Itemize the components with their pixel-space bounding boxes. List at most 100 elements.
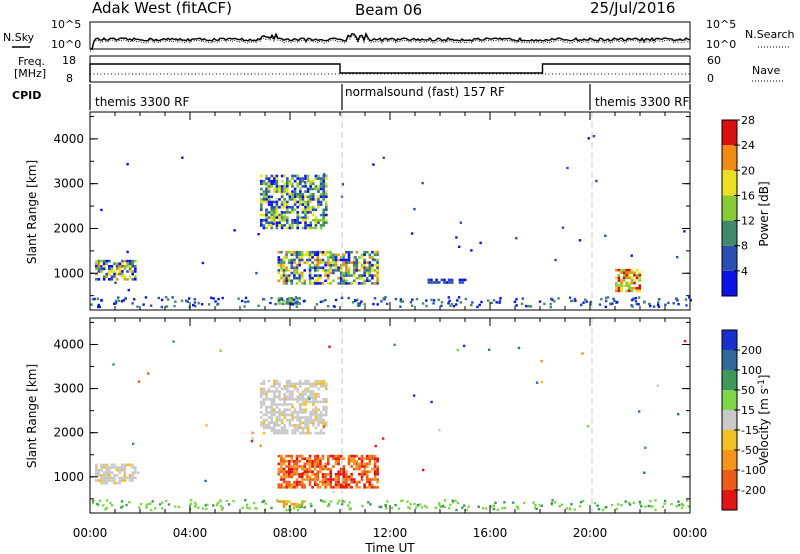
heatmap-cell (319, 486, 322, 489)
heatmap-cell (316, 250, 320, 254)
heatmap-cell (270, 208, 273, 212)
colorbar-swatch (722, 470, 737, 490)
heatmap-cell (627, 501, 631, 505)
heatmap-cell (319, 382, 323, 385)
heatmap-cell (363, 263, 366, 267)
heatmap-cell (409, 301, 413, 304)
heatmap-cell (324, 473, 327, 476)
heatmap-cell (216, 501, 219, 505)
heatmap-cell (286, 300, 289, 303)
heatmap-cell (108, 272, 111, 276)
heatmap-cell (295, 454, 299, 458)
heatmap-cell (492, 507, 495, 511)
heatmap-cell (326, 504, 330, 507)
heatmap-cell (280, 302, 283, 305)
heatmap-cell (324, 462, 327, 466)
heatmap-cell (126, 270, 129, 273)
heatmap-cell (118, 267, 121, 271)
heatmap-cell (304, 200, 307, 204)
heatmap-cell (278, 187, 281, 191)
heatmap-cell (363, 486, 366, 489)
heatmap-cell (293, 218, 297, 222)
heatmap-cell (120, 300, 124, 303)
heatmap-cell (352, 279, 356, 283)
heatmap-cell (649, 304, 652, 308)
heatmap-cell (365, 454, 369, 458)
heatmap-cell (288, 403, 292, 406)
heatmap-cell (308, 266, 312, 270)
heatmap-cell (360, 470, 364, 473)
heatmap-cell (617, 276, 621, 280)
heatmap-cell (478, 303, 481, 307)
heatmap-cell (118, 466, 121, 469)
heatmap-cell (677, 413, 680, 416)
x-tick-label: 00:00 (73, 526, 108, 540)
heatmap-cell (592, 135, 596, 138)
heatmap-cell (317, 387, 320, 391)
heatmap-cell (115, 474, 119, 477)
heatmap-cell (625, 281, 628, 285)
heatmap-cell (282, 473, 286, 476)
nave-tick-top: 60 (707, 54, 721, 67)
heatmap-cell (350, 475, 353, 479)
heatmap-cell (352, 271, 356, 275)
heatmap-cell (126, 463, 129, 467)
heatmap-cell (285, 274, 288, 277)
heatmap-cell (369, 503, 372, 506)
heatmap-cell (287, 279, 291, 283)
heatmap-cell (632, 297, 635, 300)
heatmap-cell (115, 272, 119, 276)
heatmap-cell (334, 256, 338, 259)
heatmap-cell (425, 304, 428, 308)
heatmap-cell (273, 398, 276, 401)
heatmap-cell (277, 473, 281, 476)
heatmap-cell (300, 457, 304, 460)
heatmap-cell (356, 298, 359, 302)
heatmap-cell (299, 395, 302, 398)
heatmap-cell (273, 385, 276, 388)
heatmap-cell (329, 253, 333, 257)
heatmap-cell (372, 258, 375, 261)
heatmap-cell (290, 475, 294, 479)
heatmap-cell (325, 408, 328, 411)
heatmap-cell (287, 269, 291, 272)
heatmap-cell (423, 504, 427, 508)
heatmap-cell (283, 211, 286, 214)
heatmap-cell (633, 271, 636, 274)
heatmap-cell (303, 282, 307, 285)
heatmap-cell (278, 213, 281, 217)
heatmap-cell (288, 179, 292, 183)
heatmap-cell (345, 478, 348, 481)
heatmap-cell (321, 261, 325, 264)
heatmap-cell (265, 182, 268, 186)
heatmap-cell (289, 302, 293, 306)
heatmap-cell (440, 301, 444, 304)
heatmap-cell (306, 382, 310, 385)
heatmap-cell (319, 429, 323, 432)
heatmap-cell (293, 411, 297, 414)
heatmap-cell (314, 177, 318, 180)
heatmap-cell (540, 380, 543, 384)
heatmap-cell (319, 480, 322, 484)
heatmap-cell (298, 297, 301, 300)
heatmap-cell (675, 505, 678, 508)
heatmap-cell (312, 392, 315, 396)
heatmap-cell (273, 382, 276, 385)
heatmap-cell (332, 465, 335, 468)
heatmap-cell (306, 224, 310, 227)
heatmap-cell (339, 263, 343, 267)
heatmap-cell (283, 416, 286, 419)
heatmap-cell (313, 460, 317, 463)
heatmap-cell (260, 421, 263, 424)
heatmap-cell (656, 384, 659, 387)
heatmap-cell (342, 467, 346, 471)
heatmap-cell (280, 478, 283, 481)
x-tick-label: 00:00 (673, 526, 708, 540)
heatmap-cell (165, 499, 168, 503)
heatmap-cell (95, 466, 98, 469)
heatmap-cell (670, 502, 673, 506)
heatmap-cell (280, 429, 284, 432)
heatmap-cell (298, 274, 301, 277)
heatmap-cell (300, 478, 304, 481)
heatmap-cell (280, 465, 283, 468)
